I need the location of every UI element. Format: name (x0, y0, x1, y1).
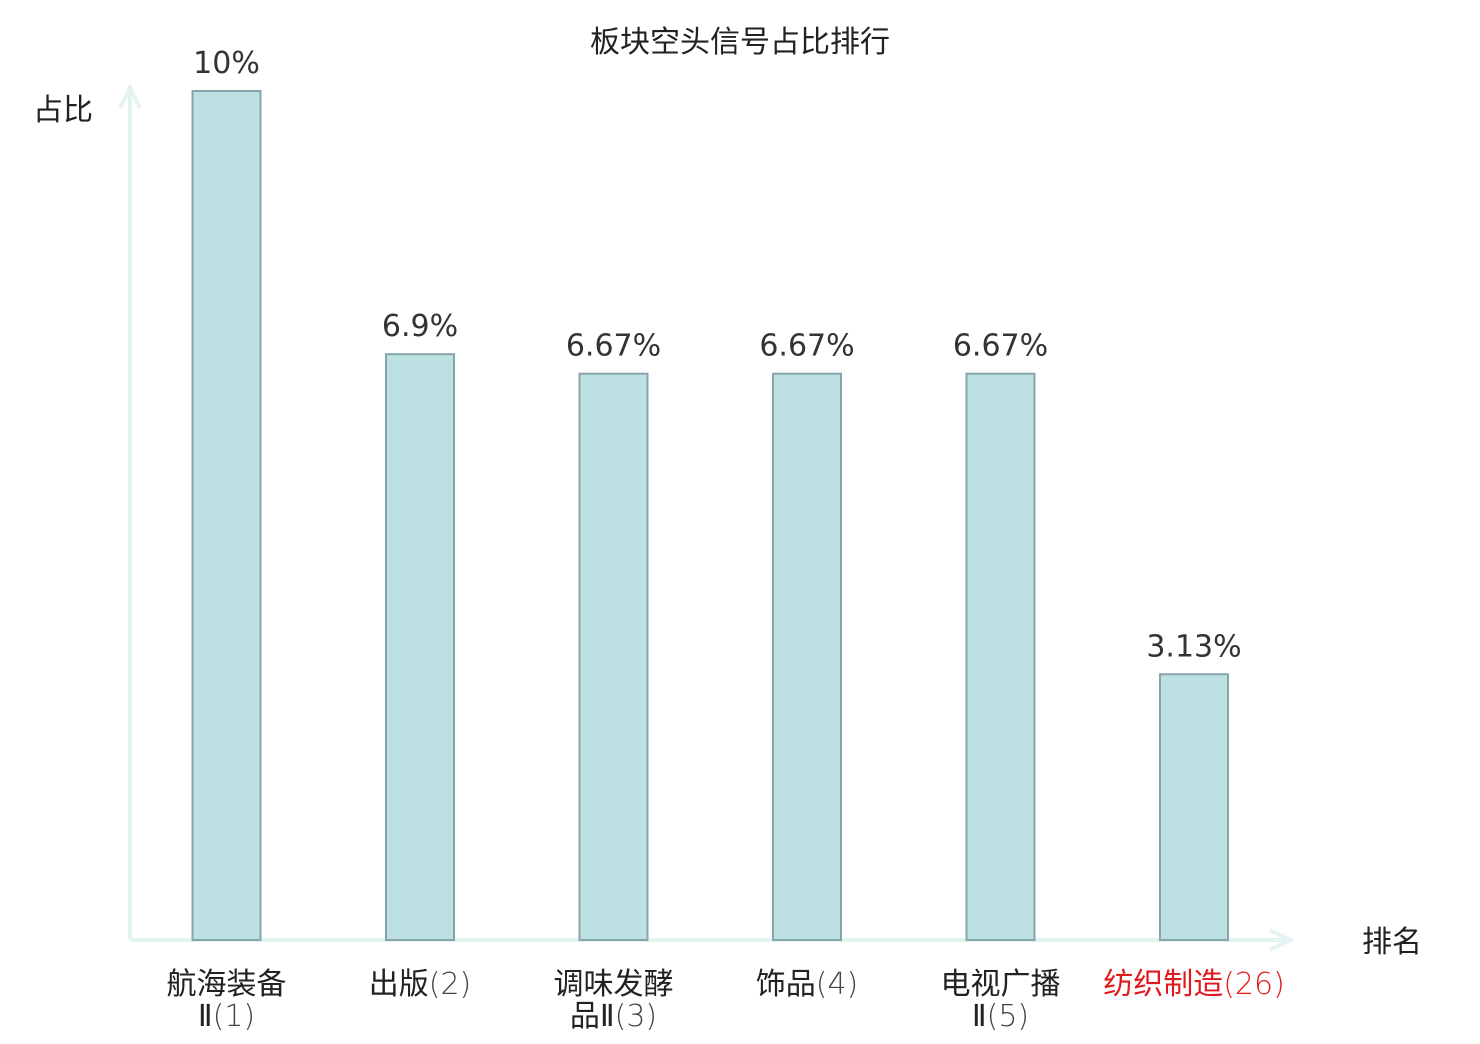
bar (1159, 673, 1229, 941)
x-tick-rank: (5) (987, 999, 1030, 1034)
bars-group (191, 90, 1229, 942)
axes (118, 83, 1295, 952)
x-tick-label-line2: Ⅱ(5) (972, 999, 1029, 1034)
bar (578, 372, 649, 942)
bar-value-label: 6.9% (382, 309, 458, 344)
x-tick-rank: (2) (429, 967, 472, 1002)
value-labels-group: 10% 6.9% 6.67% 6.67% 6.67% 3.13% (193, 46, 1242, 664)
x-tick-label-line2: 品Ⅱ(3) (570, 999, 657, 1034)
x-tick-name: 纺织制造 (1103, 967, 1223, 1002)
bar-value-label: 10% (193, 46, 260, 81)
x-tick-name-line2: Ⅱ (972, 999, 987, 1034)
x-tick-label: 电视广播 (941, 967, 1061, 1002)
y-axis-label: 占比 (33, 93, 93, 128)
bar (772, 372, 842, 942)
x-tick-rank: (3) (615, 999, 658, 1034)
x-tick-name-line2: Ⅱ (198, 999, 213, 1034)
chart-title: 板块空头信号占比排行 (590, 25, 890, 60)
x-axis-arrow (1269, 928, 1295, 952)
bar-value-label: 6.67% (566, 329, 661, 364)
x-tick-name: 出版 (369, 967, 429, 1002)
x-tick-label: 饰品(4) (756, 967, 859, 1002)
x-tick-rank: (4) (816, 967, 859, 1002)
x-tick-label: 纺织制造(26) (1103, 967, 1285, 1002)
bar-value-label: 3.13% (1146, 629, 1241, 664)
y-axis-arrow (118, 83, 142, 109)
x-tick-name: 饰品 (756, 967, 816, 1002)
x-tick-label-line2: Ⅱ(1) (198, 999, 255, 1034)
bar (385, 353, 455, 941)
x-axis-label: 排名 (1362, 925, 1422, 960)
bar (191, 90, 262, 941)
x-tick-label: 出版(2) (369, 967, 472, 1002)
x-tick-rank: (26) (1223, 967, 1285, 1002)
x-tick-name: 调味发酵 (554, 967, 674, 1002)
x-tick-name-line2: 品Ⅱ (570, 999, 615, 1034)
x-tick-label: 调味发酵 (554, 967, 674, 1002)
x-tick-name: 电视广播 (941, 967, 1061, 1002)
bar-value-label: 6.67% (759, 329, 854, 364)
x-tick-name: 航海装备 (167, 967, 287, 1002)
x-tick-label: 航海装备 (167, 967, 287, 1002)
bar-value-label: 6.67% (953, 329, 1048, 364)
bar (965, 372, 1036, 942)
x-tick-rank: (1) (213, 999, 256, 1034)
